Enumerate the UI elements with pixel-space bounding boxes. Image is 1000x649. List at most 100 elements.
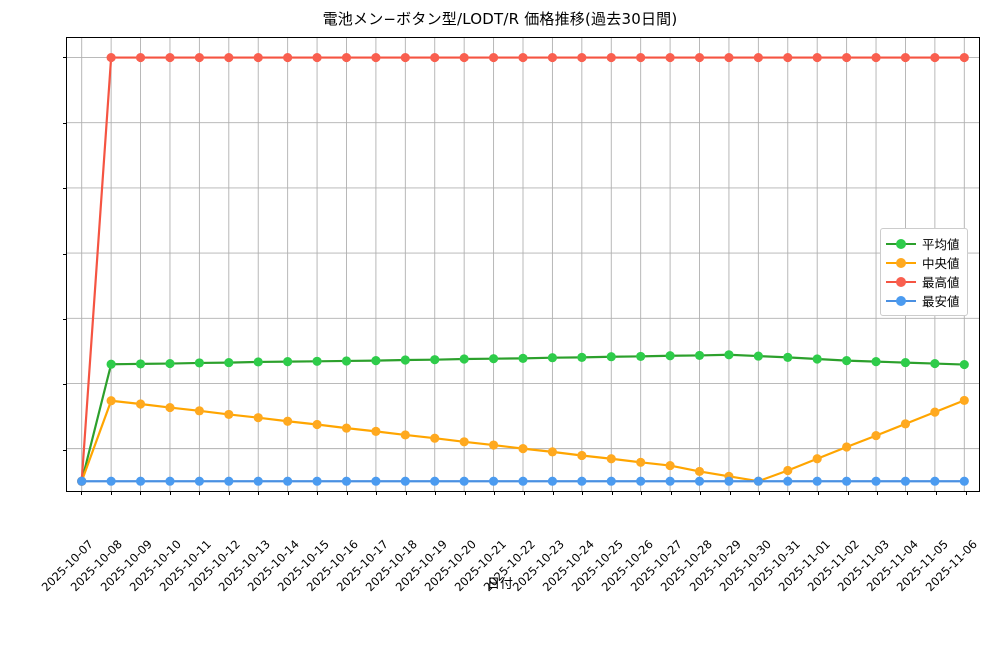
legend-item-3[interactable]: 最安値 — [886, 291, 960, 310]
series-marker — [283, 476, 293, 486]
series-marker — [636, 351, 646, 361]
series-marker — [842, 356, 852, 366]
series-marker — [518, 52, 528, 63]
series-marker — [135, 399, 146, 409]
grid-lines — [67, 38, 979, 491]
chart-legend: 平均値 中央値 最高値最安値 — [880, 228, 968, 316]
series-marker — [312, 356, 322, 366]
series-marker — [959, 476, 969, 486]
series-marker — [106, 52, 116, 63]
series-marker — [812, 52, 822, 63]
series-marker — [812, 454, 822, 464]
series-marker — [783, 52, 793, 63]
series-marker — [959, 52, 969, 63]
series-marker — [341, 476, 352, 486]
series-marker — [900, 419, 911, 429]
series-marker — [253, 52, 263, 63]
series-marker — [459, 437, 469, 447]
series-marker — [518, 476, 528, 486]
y-tick-mark — [63, 449, 67, 451]
legend-item-2[interactable]: 最高値 — [886, 272, 960, 291]
x-tick-mark — [906, 491, 908, 495]
y-tick-mark — [63, 253, 67, 255]
x-tick-mark — [228, 491, 230, 495]
series-marker — [665, 351, 675, 361]
series-marker — [488, 52, 499, 63]
series-marker — [577, 450, 587, 461]
x-tick-mark — [700, 491, 702, 495]
legend-item-0[interactable]: 平均値 — [886, 234, 960, 253]
series-marker — [106, 359, 116, 369]
series-marker — [253, 357, 263, 367]
series-marker — [724, 350, 734, 360]
series-marker — [694, 476, 705, 486]
series-marker — [812, 354, 822, 364]
series-marker — [165, 358, 175, 369]
series-marker — [606, 352, 616, 362]
x-tick-mark — [818, 491, 820, 495]
series-marker — [930, 358, 940, 369]
series-marker — [871, 476, 881, 486]
series-marker — [371, 356, 381, 366]
series-marker — [312, 419, 322, 430]
series-marker — [224, 476, 234, 486]
series-marker — [959, 395, 969, 405]
legend-swatch-icon — [886, 294, 916, 308]
series-marker — [194, 358, 204, 368]
x-tick-mark — [729, 491, 731, 495]
series-marker — [930, 407, 940, 417]
series-marker — [724, 476, 734, 486]
series-marker — [753, 351, 763, 361]
series-marker — [224, 409, 234, 419]
legend-item-1[interactable]: 中央値 — [886, 253, 960, 272]
series-marker — [665, 461, 675, 471]
series-marker — [606, 476, 616, 486]
series-marker — [636, 457, 646, 467]
series-marker — [488, 476, 499, 486]
series-marker — [577, 476, 587, 486]
x-tick-mark — [346, 491, 348, 495]
series-marker — [900, 358, 911, 368]
series-marker — [312, 52, 322, 63]
series-marker — [283, 357, 293, 367]
x-tick-mark — [936, 491, 938, 495]
series-marker — [783, 465, 793, 476]
series-marker — [547, 447, 558, 457]
chart-title: 電池メン−ボタン型/LODT/R 価格推移(過去30日間) — [322, 10, 678, 28]
series-line-1 — [80, 399, 966, 483]
series-marker — [665, 52, 675, 63]
x-tick-mark — [435, 491, 437, 495]
series-marker — [930, 476, 940, 486]
x-tick-mark — [405, 491, 407, 495]
series-marker — [430, 355, 440, 365]
series-marker — [400, 355, 410, 365]
series-marker — [959, 359, 969, 370]
series-marker — [430, 52, 440, 63]
x-tick-mark — [81, 491, 83, 495]
x-tick-mark — [611, 491, 613, 495]
series-marker — [606, 52, 616, 63]
series-marker — [636, 476, 646, 486]
series-marker — [812, 476, 822, 486]
series-marker — [577, 352, 587, 362]
series-marker — [283, 416, 293, 426]
x-tick-mark — [641, 491, 643, 495]
series-marker — [488, 440, 499, 450]
series-marker — [224, 358, 234, 368]
x-tick-mark — [140, 491, 142, 495]
x-tick-mark — [258, 491, 260, 495]
series-marker — [430, 476, 440, 486]
y-tick-mark — [63, 188, 67, 190]
series-marker — [194, 476, 204, 486]
series-marker — [900, 476, 911, 486]
series-marker — [400, 430, 410, 440]
series-marker — [106, 476, 116, 486]
series-marker — [871, 431, 881, 441]
series-marker — [547, 52, 558, 63]
series-marker — [459, 354, 469, 364]
series-marker — [753, 476, 763, 486]
series-marker — [518, 444, 528, 454]
series-marker — [783, 476, 793, 486]
x-tick-mark — [110, 491, 112, 495]
legend-label: 最安値 — [922, 294, 960, 309]
